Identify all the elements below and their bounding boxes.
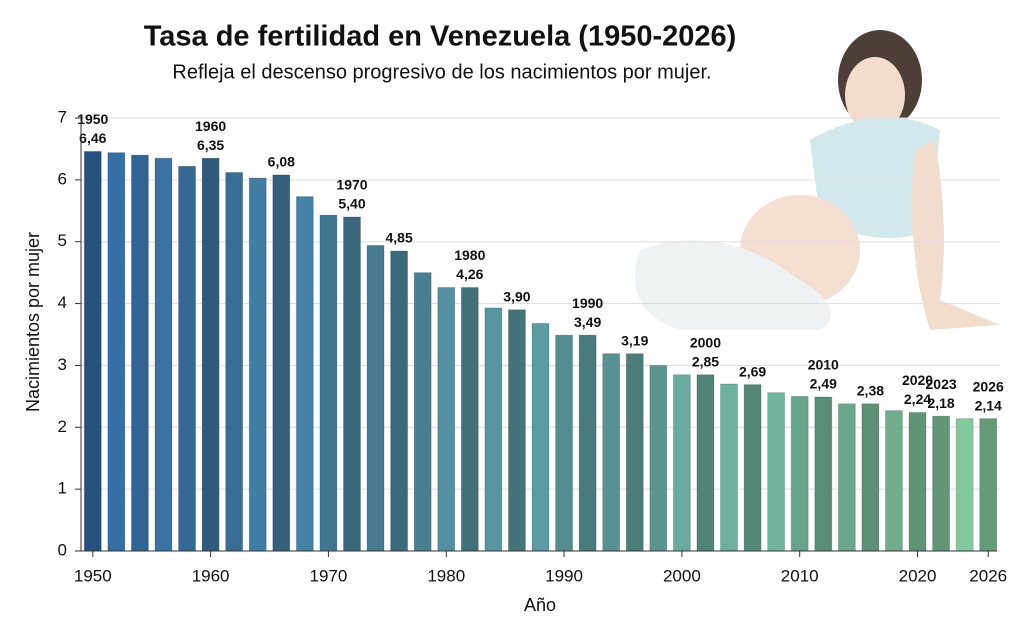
bar xyxy=(531,322,550,552)
value-label: 3,49 xyxy=(574,314,601,330)
value-label: 6,08 xyxy=(268,154,295,170)
bar xyxy=(908,411,927,552)
bar xyxy=(555,334,574,552)
y-tick-label: 5 xyxy=(58,231,67,250)
bar xyxy=(790,395,809,552)
x-tick-label: 1980 xyxy=(427,566,465,585)
bar xyxy=(861,403,880,552)
x-tick-label: 1970 xyxy=(310,566,348,585)
y-tick-label: 2 xyxy=(58,417,67,436)
y-tick-label: 7 xyxy=(58,107,67,126)
y-axis-label: Nacimientos por mujer xyxy=(23,232,43,412)
year-label: 1960 xyxy=(195,118,226,134)
x-tick-label: 2020 xyxy=(899,566,937,585)
bar xyxy=(484,307,503,552)
bar xyxy=(366,244,385,552)
bar xyxy=(201,157,220,552)
bar xyxy=(767,392,786,552)
bar xyxy=(130,154,149,552)
y-tick-label: 0 xyxy=(58,540,67,559)
value-label: 4,26 xyxy=(456,266,483,282)
x-tick-label: 1960 xyxy=(192,566,230,585)
value-label: 6,35 xyxy=(197,137,224,153)
y-tick-label: 4 xyxy=(58,293,67,312)
x-axis-label: Año xyxy=(524,595,556,615)
bar xyxy=(837,403,856,552)
bar xyxy=(743,384,762,552)
bar xyxy=(602,353,621,552)
y-tick-label: 3 xyxy=(58,355,67,374)
bar xyxy=(649,364,668,552)
bar xyxy=(507,309,526,552)
year-label: 2026 xyxy=(973,378,1004,394)
bar xyxy=(460,286,479,552)
year-label: 1990 xyxy=(572,295,603,311)
y-tick-label: 6 xyxy=(58,169,67,188)
bar xyxy=(319,214,338,552)
bar xyxy=(178,165,197,552)
x-tick-label: 2010 xyxy=(781,566,819,585)
bar xyxy=(696,374,715,552)
value-label: 5,40 xyxy=(338,196,365,212)
x-tick-label: 2026 xyxy=(969,566,1007,585)
value-label: 2,14 xyxy=(975,397,1002,413)
bar xyxy=(390,250,409,552)
bar xyxy=(272,174,291,552)
bar xyxy=(107,152,126,552)
value-label: 2,18 xyxy=(927,395,954,411)
x-tick-label: 2000 xyxy=(663,566,701,585)
value-label: 2,85 xyxy=(692,353,719,369)
value-label: 4,85 xyxy=(385,230,412,246)
photo-illustration xyxy=(635,30,1000,330)
bar xyxy=(814,396,833,552)
value-label: 6,46 xyxy=(79,130,106,146)
x-tick-label: 1950 xyxy=(74,566,112,585)
bar xyxy=(884,410,903,552)
value-label: 3,19 xyxy=(621,332,648,348)
bar xyxy=(625,353,644,552)
bar xyxy=(437,286,456,552)
bar xyxy=(225,171,244,552)
value-label: 2,38 xyxy=(857,382,884,398)
year-label: 2010 xyxy=(808,357,839,373)
value-label: 2,69 xyxy=(739,363,766,379)
chart-subtitle: Refleja el descenso progresivo de los na… xyxy=(172,61,711,83)
bar xyxy=(979,418,998,552)
bar xyxy=(342,216,361,552)
value-label: 3,90 xyxy=(503,288,530,304)
bar xyxy=(672,374,691,552)
year-label: 2020 xyxy=(902,372,933,388)
y-tick-label: 1 xyxy=(58,479,67,498)
year-label: 2023 xyxy=(926,376,957,392)
value-label: 2,49 xyxy=(810,376,837,392)
bar xyxy=(955,418,974,552)
value-label: 2,24 xyxy=(904,391,931,407)
year-label: 1950 xyxy=(77,111,108,127)
year-label: 1970 xyxy=(336,177,367,193)
x-tick-label: 1990 xyxy=(545,566,583,585)
bar xyxy=(154,157,173,552)
year-label: 1980 xyxy=(454,247,485,263)
bar xyxy=(248,177,267,552)
bar xyxy=(720,383,739,552)
bar xyxy=(83,150,102,552)
year-label: 2000 xyxy=(690,334,721,350)
bar xyxy=(413,272,432,552)
bar xyxy=(578,334,597,552)
bar xyxy=(295,196,314,552)
chart-title: Tasa de fertilidad en Venezuela (1950-20… xyxy=(144,21,737,53)
bar xyxy=(932,415,951,552)
